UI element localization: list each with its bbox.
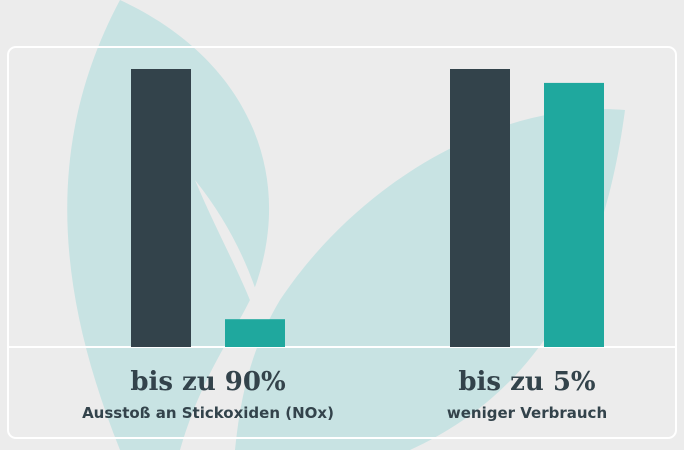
category-label: Ausstoß an Stickoxiden (NOx) xyxy=(82,404,334,422)
bar xyxy=(131,69,191,347)
page: bis zu 90% Ausstoß an Stickoxiden (NOx) bi… xyxy=(0,0,684,450)
bar xyxy=(450,69,510,347)
category-label: weniger Verbrauch xyxy=(447,404,607,422)
bar xyxy=(544,83,604,347)
bar xyxy=(225,319,285,347)
chart: bis zu 90% Ausstoß an Stickoxiden (NOx) bi… xyxy=(0,0,684,450)
headline: bis zu 5% xyxy=(458,367,596,397)
headline: bis zu 90% xyxy=(130,367,286,397)
